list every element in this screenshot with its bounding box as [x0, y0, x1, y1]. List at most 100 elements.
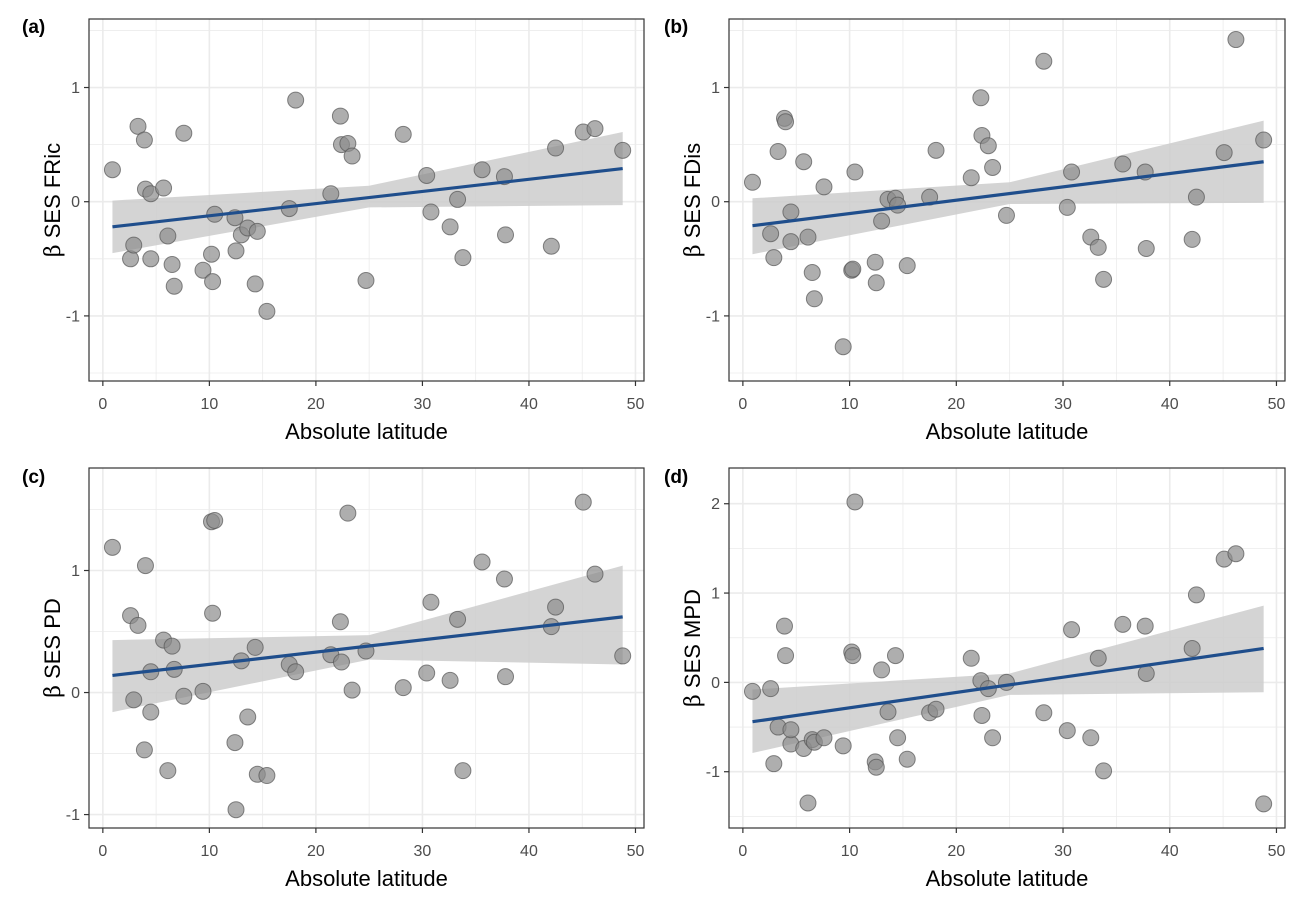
data-point	[343, 147, 361, 165]
data-point	[441, 218, 459, 236]
x-tick-label: 50	[627, 843, 645, 860]
data-point	[1089, 649, 1107, 667]
data-point	[473, 553, 491, 571]
data-point	[246, 275, 264, 293]
data-point	[258, 302, 276, 320]
data-point	[586, 565, 604, 583]
data-point	[574, 493, 592, 511]
data-point	[1058, 722, 1076, 740]
x-tick-label: 0	[738, 843, 747, 860]
data-point	[418, 166, 436, 184]
data-point	[287, 91, 305, 109]
data-point	[1187, 586, 1205, 604]
trend-line	[112, 167, 623, 229]
y-axis-title-text: SES PD	[40, 598, 65, 685]
data-point	[962, 649, 980, 667]
data-point	[866, 253, 884, 271]
x-tick-label: 30	[414, 843, 432, 860]
data-point	[997, 673, 1015, 691]
data-point	[1227, 545, 1245, 563]
data-point	[165, 277, 183, 295]
data-point	[473, 161, 491, 179]
x-tick-label: 30	[414, 396, 432, 413]
data-point	[1058, 198, 1076, 216]
data-point	[1137, 240, 1155, 258]
data-point	[194, 261, 212, 279]
data-point	[239, 708, 257, 726]
data-point	[1227, 31, 1245, 49]
y-axis-title: β SES FDis	[680, 143, 706, 257]
data-point	[454, 249, 472, 267]
data-point	[103, 538, 121, 556]
y-tick-label: 0	[711, 194, 720, 211]
data-point	[1183, 639, 1201, 657]
y-tick-label: -1	[66, 308, 80, 325]
data-point	[586, 120, 604, 138]
data-point	[973, 706, 991, 724]
x-tick-label: 0	[98, 396, 107, 413]
data-point	[248, 222, 266, 240]
data-point	[495, 570, 513, 588]
confidence-band	[112, 565, 623, 713]
data-point	[194, 682, 212, 700]
data-point	[921, 188, 939, 206]
data-point	[795, 153, 813, 171]
data-point	[1215, 144, 1233, 162]
data-point	[927, 700, 945, 718]
data-point	[547, 139, 565, 157]
data-point	[136, 557, 154, 575]
x-tick-label: 40	[1161, 396, 1179, 413]
data-point	[898, 750, 916, 768]
data-point	[422, 593, 440, 611]
data-point	[339, 504, 357, 522]
data-point	[972, 89, 990, 107]
data-point	[846, 493, 864, 511]
y-tick-label: -1	[66, 807, 80, 824]
panel-label: (d)	[664, 467, 688, 488]
data-point	[1035, 704, 1053, 722]
y-tick-label: -1	[706, 308, 720, 325]
data-point	[1063, 163, 1081, 181]
panel-border	[88, 18, 645, 382]
y-axis-title: β SES PD	[40, 598, 66, 698]
data-point	[765, 755, 783, 773]
data-point	[129, 616, 147, 634]
y-axis-title: β SES FRic	[40, 143, 66, 257]
data-point	[203, 245, 221, 263]
trend-line	[752, 160, 1264, 228]
data-point	[142, 250, 160, 268]
data-point	[103, 161, 121, 179]
data-point	[125, 236, 143, 254]
data-point	[962, 169, 980, 187]
data-point	[844, 647, 862, 665]
data-point	[803, 264, 821, 282]
y-tick-label: 0	[71, 685, 80, 702]
data-point	[422, 203, 440, 221]
data-point	[204, 604, 222, 622]
y-tick-label: -1	[706, 764, 720, 781]
data-point	[873, 661, 891, 679]
data-point	[226, 734, 244, 752]
panel-border	[88, 467, 645, 829]
x-tick-label: 40	[520, 843, 538, 860]
data-point	[155, 179, 173, 197]
trend-line	[112, 615, 623, 678]
x-tick-label: 20	[947, 843, 965, 860]
x-tick-label: 50	[1268, 843, 1286, 860]
data-point	[1063, 621, 1081, 639]
data-point	[765, 249, 783, 267]
data-point	[1187, 188, 1205, 206]
x-tick-label: 50	[1268, 396, 1286, 413]
data-point	[1114, 155, 1132, 173]
data-point	[886, 647, 904, 665]
data-point	[846, 163, 864, 181]
panel-label: (a)	[22, 17, 45, 38]
x-axis-title: Absolute latitude	[926, 419, 1089, 444]
data-point	[449, 610, 467, 628]
data-point	[799, 228, 817, 246]
data-point	[227, 242, 245, 260]
data-point	[159, 227, 177, 245]
data-point	[762, 225, 780, 243]
data-point	[357, 272, 375, 290]
y-axis-title-symbol: β	[41, 244, 66, 257]
